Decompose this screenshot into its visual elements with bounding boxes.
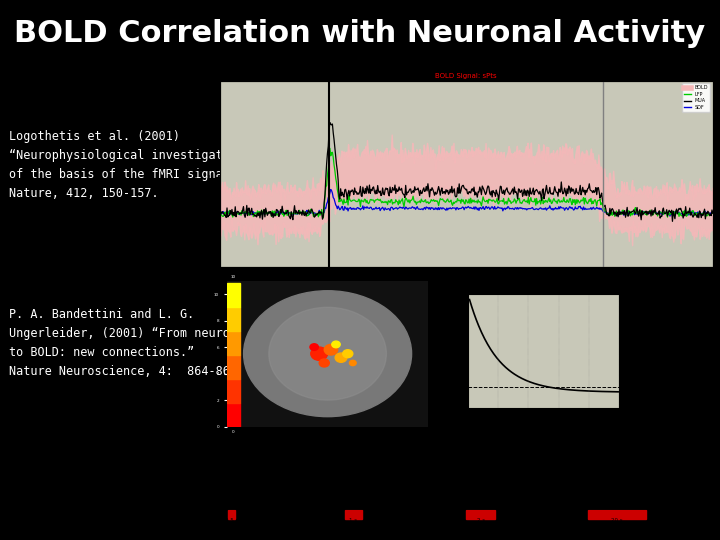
Bar [227,403,240,427]
Y-axis label: Estimated
Response Amplitude: Estimated Response Amplitude [441,326,451,376]
Text: 20 s: 20 s [611,517,623,523]
Circle shape [319,359,329,367]
Bar [588,510,646,519]
Circle shape [336,353,347,362]
Ellipse shape [269,307,387,400]
X-axis label: Stimulus Duration: Stimulus Duration [438,532,495,537]
Text: 10: 10 [231,275,236,279]
Bar [345,510,361,519]
Text: P. A. Bandettini and L. G.
Ungerleider, (2001) “From neuron
to BOLD: new connect: P. A. Bandettini and L. G. Ungerleider, … [9,308,245,378]
Bar [228,510,235,519]
Circle shape [349,360,356,366]
Text: 1 s: 1 s [349,517,357,523]
Text: measured response: measured response [463,431,518,436]
Ellipse shape [243,291,412,417]
Text: 0: 0 [233,430,235,434]
Legend: BOLD, LFP, MUA, SDF: BOLD, LFP, MUA, SDF [682,84,711,112]
Y-axis label: BOLD Signal Change (SD Units): BOLD Signal Change (SD Units) [194,136,199,212]
X-axis label: Time in Seconds: Time in Seconds [441,288,492,293]
Bar [227,379,240,403]
Text: BOLD Correlation with Neuronal Activity: BOLD Correlation with Neuronal Activity [14,19,706,48]
Bar [227,307,240,331]
Circle shape [332,341,340,348]
Circle shape [310,344,318,350]
Bar [467,510,495,519]
X-axis label: Stimulus Duration (s): Stimulus Duration (s) [514,423,573,428]
Text: Logothetis et al. (2001)
“Neurophysiological investigation
of the basis of the f: Logothetis et al. (2001) “Neurophysiolog… [9,130,245,200]
Circle shape [311,347,328,360]
Circle shape [324,345,338,355]
Text: 0.5 s: 0.5 s [225,517,238,523]
Text: 2 s: 2 s [477,517,485,523]
Title: BOLD Signal: sPts: BOLD Signal: sPts [436,73,497,79]
Bar [227,284,240,307]
Circle shape [343,350,353,357]
Bar [227,355,240,379]
Bar [227,331,240,355]
Text: estimated
neuronal input: estimated neuronal input [252,431,292,442]
